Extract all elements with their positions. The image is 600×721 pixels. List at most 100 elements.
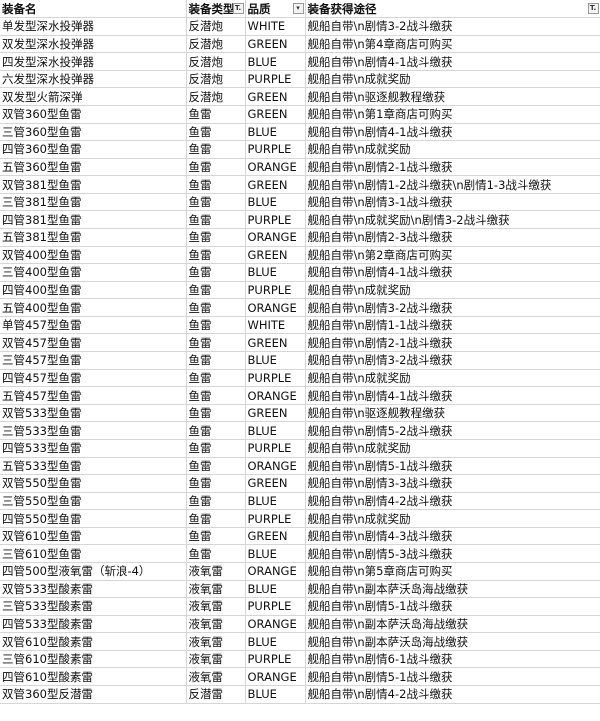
- cell-quality[interactable]: ORANGE: [245, 457, 306, 476]
- cell-name[interactable]: 双管550型鱼雷: [0, 474, 187, 493]
- cell-source[interactable]: 舰船自带\n剧情2-1战斗缴获: [305, 158, 600, 177]
- cell-name[interactable]: 四管400型鱼雷: [0, 281, 187, 300]
- cell-quality[interactable]: GREEN: [245, 246, 306, 265]
- cell-quality[interactable]: GREEN: [245, 474, 306, 493]
- cell-quality[interactable]: BLUE: [245, 52, 306, 71]
- cell-quality[interactable]: BLUE: [245, 421, 306, 440]
- cell-type[interactable]: 鱼雷: [186, 175, 246, 194]
- cell-type[interactable]: 鱼雷: [186, 193, 246, 212]
- cell-name[interactable]: 三管550型鱼雷: [0, 492, 187, 511]
- cell-quality[interactable]: BLUE: [245, 632, 306, 651]
- header-name[interactable]: 装备名: [0, 0, 187, 19]
- cell-type[interactable]: 液氧雷: [186, 597, 246, 616]
- cell-type[interactable]: 反潜炮: [186, 70, 246, 89]
- cell-source[interactable]: 舰船自带\n成就奖励\n剧情3-2战斗缴获: [305, 210, 600, 230]
- dropdown-icon[interactable]: ▾: [292, 3, 304, 14]
- cell-name[interactable]: 双管360型鱼雷: [0, 105, 187, 124]
- cell-type[interactable]: 液氧雷: [186, 650, 246, 669]
- cell-source[interactable]: 舰船自带\n副本萨沃岛海战缴获: [305, 615, 600, 634]
- cell-type[interactable]: 鱼雷: [186, 439, 246, 458]
- cell-source[interactable]: 舰船自带\n剧情3-2战斗缴获: [305, 351, 600, 370]
- cell-type[interactable]: 鱼雷: [186, 386, 246, 405]
- cell-name[interactable]: 四管550型鱼雷: [0, 509, 187, 528]
- cell-type[interactable]: 反潜炮: [186, 52, 246, 71]
- cell-source[interactable]: 舰船自带\n驱逐舰教程缴获: [305, 404, 600, 423]
- cell-name[interactable]: 双发型火箭深弹: [0, 87, 187, 106]
- cell-name[interactable]: 四管610型酸素雷: [0, 667, 187, 687]
- cell-source[interactable]: 舰船自带\n第1章商店可购买: [305, 105, 600, 124]
- cell-quality[interactable]: BLUE: [245, 544, 306, 563]
- cell-name[interactable]: 四发型深水投弹器: [0, 52, 187, 71]
- cell-quality[interactable]: PURPLE: [245, 140, 306, 159]
- filter-active-icon[interactable]: T.: [587, 3, 599, 14]
- cell-source[interactable]: 舰船自带\n剧情4-1战斗缴获: [305, 386, 600, 405]
- cell-type[interactable]: 鱼雷: [186, 316, 246, 335]
- cell-source[interactable]: 舰船自带\n剧情4-1战斗缴获: [305, 263, 600, 282]
- cell-source[interactable]: 舰船自带\n剧情6-1战斗缴获: [305, 650, 600, 669]
- cell-name[interactable]: 六发型深水投弹器: [0, 70, 187, 89]
- cell-source[interactable]: 舰船自带\n成就奖励: [305, 369, 600, 388]
- cell-name[interactable]: 三管610型酸素雷: [0, 650, 187, 669]
- cell-type[interactable]: 液氧雷: [186, 632, 246, 651]
- cell-type[interactable]: 液氧雷: [186, 667, 246, 687]
- cell-name[interactable]: 双管400型鱼雷: [0, 246, 187, 265]
- cell-name[interactable]: 三管533型酸素雷: [0, 597, 187, 616]
- cell-type[interactable]: 鱼雷: [186, 492, 246, 511]
- cell-source[interactable]: 舰船自带\n剧情5-1战斗缴获: [305, 457, 600, 476]
- cell-type[interactable]: 液氧雷: [186, 562, 246, 581]
- cell-quality[interactable]: ORANGE: [245, 298, 306, 317]
- cell-source[interactable]: 舰船自带\n剧情4-1战斗缴获: [305, 52, 600, 71]
- cell-type[interactable]: 鱼雷: [186, 544, 246, 563]
- cell-name[interactable]: 四管360型鱼雷: [0, 140, 187, 159]
- cell-source[interactable]: 舰船自带\n剧情4-2战斗缴获: [305, 492, 600, 511]
- cell-name[interactable]: 五管533型鱼雷: [0, 457, 187, 476]
- cell-quality[interactable]: PURPLE: [245, 509, 306, 528]
- cell-name[interactable]: 双管533型酸素雷: [0, 580, 187, 599]
- cell-quality[interactable]: ORANGE: [245, 158, 306, 177]
- header-quality[interactable]: 品质 ▾: [245, 0, 306, 19]
- cell-type[interactable]: 鱼雷: [186, 140, 246, 159]
- cell-type[interactable]: 反潜雷: [186, 685, 246, 704]
- cell-source[interactable]: 舰船自带\n成就奖励: [305, 140, 600, 159]
- header-type[interactable]: 装备类型 T.: [186, 0, 246, 19]
- cell-source[interactable]: 舰船自带\n剧情5-3战斗缴获: [305, 544, 600, 563]
- cell-source[interactable]: 舰船自带\n副本萨沃岛海战缴获: [305, 580, 600, 599]
- cell-source[interactable]: 舰船自带\n成就奖励: [305, 70, 600, 89]
- cell-type[interactable]: 鱼雷: [186, 105, 246, 124]
- cell-type[interactable]: 液氧雷: [186, 580, 246, 599]
- cell-type[interactable]: 鱼雷: [186, 210, 246, 230]
- cell-quality[interactable]: ORANGE: [245, 562, 306, 581]
- cell-name[interactable]: 五管381型鱼雷: [0, 228, 187, 247]
- cell-type[interactable]: 反潜炮: [186, 35, 246, 54]
- cell-type[interactable]: 鱼雷: [186, 369, 246, 388]
- cell-name[interactable]: 单发型深水投弹器: [0, 17, 187, 36]
- cell-type[interactable]: 鱼雷: [186, 158, 246, 177]
- cell-source[interactable]: 舰船自带\n第5章商店可购买: [305, 562, 600, 581]
- cell-name[interactable]: 三管360型鱼雷: [0, 123, 187, 142]
- cell-source[interactable]: 舰船自带\n剧情2-1战斗缴获: [305, 333, 600, 353]
- cell-source[interactable]: 舰船自带\n剧情5-1战斗缴获: [305, 597, 600, 616]
- cell-quality[interactable]: BLUE: [245, 685, 306, 704]
- cell-type[interactable]: 鱼雷: [186, 123, 246, 142]
- cell-source[interactable]: 舰船自带\n剧情4-1战斗缴获: [305, 123, 600, 142]
- cell-quality[interactable]: ORANGE: [245, 228, 306, 247]
- cell-source[interactable]: 舰船自带\n驱逐舰教程缴获: [305, 87, 600, 106]
- cell-type[interactable]: 鱼雷: [186, 246, 246, 265]
- cell-name[interactable]: 五管400型鱼雷: [0, 298, 187, 317]
- cell-source[interactable]: 舰船自带\n成就奖励: [305, 439, 600, 458]
- cell-quality[interactable]: GREEN: [245, 527, 306, 546]
- cell-quality[interactable]: ORANGE: [245, 667, 306, 687]
- cell-quality[interactable]: ORANGE: [245, 386, 306, 405]
- cell-name[interactable]: 四管500型液氧雷（斩浪-4）: [0, 562, 187, 581]
- cell-name[interactable]: 四管457型鱼雷: [0, 369, 187, 388]
- cell-type[interactable]: 液氧雷: [186, 615, 246, 634]
- filter-active-icon[interactable]: T.: [232, 3, 244, 14]
- cell-source[interactable]: 舰船自带\n剧情5-1战斗缴获: [305, 667, 600, 687]
- cell-type[interactable]: 鱼雷: [186, 404, 246, 423]
- cell-name[interactable]: 双管360型反潜雷: [0, 685, 187, 704]
- cell-source[interactable]: 舰船自带\n剧情3-2战斗缴获: [305, 298, 600, 317]
- cell-source[interactable]: 舰船自带\n成就奖励: [305, 281, 600, 300]
- cell-name[interactable]: 双管533型鱼雷: [0, 404, 187, 423]
- cell-quality[interactable]: PURPLE: [245, 650, 306, 669]
- cell-name[interactable]: 双管610型酸素雷: [0, 632, 187, 651]
